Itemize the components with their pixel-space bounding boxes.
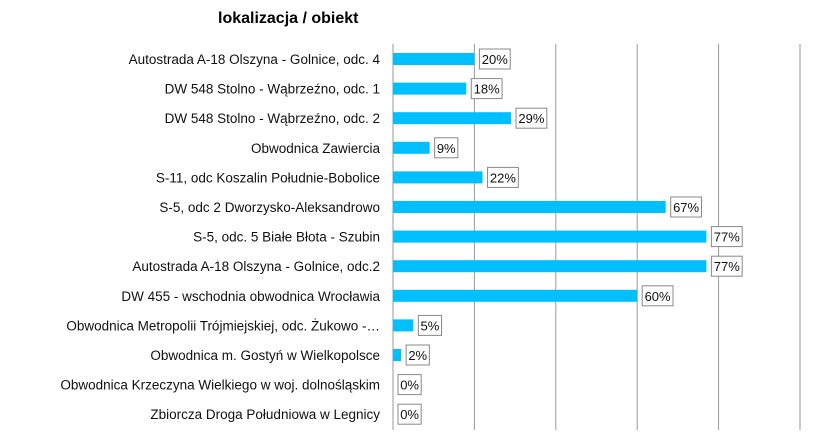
data-label-box: [515, 107, 548, 129]
bar: [393, 112, 512, 125]
category-label: DW 548 Stolno - Wąbrzeźno, odc. 1: [165, 82, 380, 97]
data-label: 67%: [673, 200, 699, 215]
category-label: Obwodnica Metropolii Trójmiejskiej, odc.…: [66, 318, 380, 333]
bar: [393, 82, 467, 95]
data-label: 9%: [437, 141, 456, 156]
bar: [393, 171, 483, 184]
category-label: DW 548 Stolno - Wąbrzeźno, odc. 2: [165, 111, 380, 126]
category-label: Obwodnica m. Gostyń w Wielkopolsce: [150, 348, 380, 363]
bar: [393, 53, 475, 65]
data-label-box: [417, 314, 443, 336]
data-label-box: [434, 137, 459, 159]
data-label-box: [405, 344, 430, 366]
category-label: S-5, odc. 5 Białe Błota - Szubin: [193, 230, 380, 245]
category-label: Obwodnica Krzeczyna Wielkiego w woj. dol…: [60, 378, 380, 393]
data-label-box: [710, 226, 743, 248]
data-label: 0%: [400, 407, 419, 422]
data-label: 18%: [474, 82, 500, 97]
data-label: 29%: [518, 111, 544, 126]
bar: [393, 260, 707, 273]
category-label: S-5, odc 2 Dworzysko-Aleksandrowo: [159, 200, 380, 215]
data-label: 20%: [482, 52, 508, 67]
bar: [393, 141, 430, 154]
data-label-box: [710, 255, 743, 277]
bar: [393, 230, 707, 243]
data-label-box: [670, 196, 702, 218]
chart-title: lokalizacja / obiekt: [218, 10, 359, 27]
category-label: Autostrada A-18 Olszyna - Golnice, odc. …: [129, 52, 381, 67]
category-label: Zbiorcza Droga Południowa w Legnicy: [150, 407, 380, 422]
data-label-box: [641, 285, 674, 307]
category-label: Autostrada A-18 Olszyna - Golnice, odc.2: [132, 259, 380, 274]
data-label: 22%: [490, 170, 516, 185]
data-label: 60%: [645, 289, 671, 304]
data-label-box: [470, 78, 503, 100]
data-label: 2%: [408, 348, 427, 363]
data-label: 5%: [421, 318, 440, 333]
category-label: Obwodnica Zawiercia: [251, 141, 381, 156]
data-label: 77%: [714, 259, 740, 274]
bar: [393, 349, 402, 361]
data-label-box: [478, 48, 511, 70]
data-label-box: [397, 374, 422, 396]
bar: [393, 201, 666, 213]
category-label: DW 455 - wschodnia obwodnica Wrocławia: [121, 289, 380, 304]
bar: [393, 319, 414, 332]
category-label: S-11, odc Koszalin Południe-Bobolice: [156, 170, 380, 185]
data-label-box: [487, 166, 519, 188]
data-label: 0%: [400, 378, 419, 393]
bar: [393, 289, 638, 302]
data-label: 77%: [714, 230, 740, 245]
data-label-box: [397, 403, 422, 425]
